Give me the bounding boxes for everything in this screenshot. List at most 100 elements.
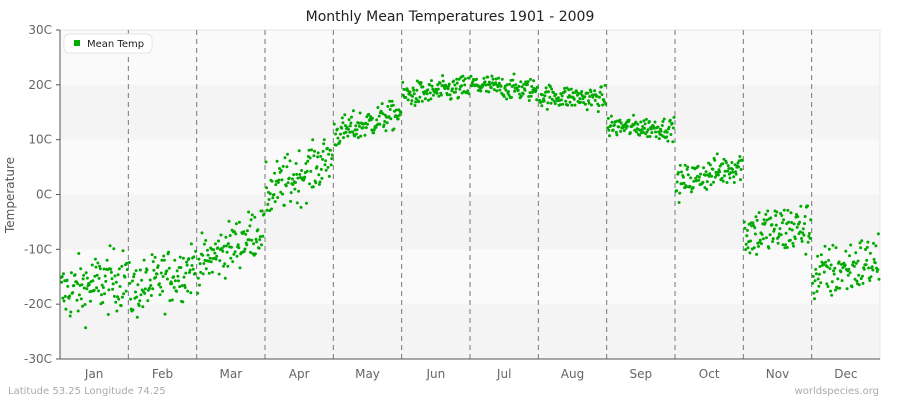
data-point <box>136 283 140 287</box>
data-point <box>107 288 111 292</box>
data-point <box>397 113 401 117</box>
data-point <box>683 163 687 167</box>
data-point <box>114 300 118 304</box>
data-point <box>80 283 84 287</box>
data-point <box>342 136 345 140</box>
data-point <box>258 238 262 242</box>
data-point <box>157 282 161 286</box>
data-point <box>161 275 165 278</box>
data-point <box>437 94 441 98</box>
data-point <box>358 124 361 128</box>
data-point <box>150 253 154 257</box>
data-point <box>234 222 238 226</box>
data-point <box>143 291 147 295</box>
x-tick-label: May <box>355 367 380 381</box>
data-point <box>303 175 307 179</box>
data-point <box>247 210 251 214</box>
data-point <box>497 76 501 80</box>
data-point <box>561 102 565 106</box>
data-point <box>505 97 509 101</box>
data-point <box>164 272 168 276</box>
data-point <box>595 94 599 98</box>
data-point <box>713 175 717 179</box>
data-point <box>111 282 115 286</box>
data-point <box>249 218 253 222</box>
data-point <box>811 274 815 278</box>
data-point <box>739 178 742 182</box>
data-point <box>604 102 608 106</box>
data-point <box>165 277 169 281</box>
data-point <box>305 201 308 205</box>
data-point <box>162 254 166 258</box>
data-point <box>268 192 272 196</box>
data-point <box>153 255 157 259</box>
data-point <box>377 114 381 118</box>
data-point <box>689 190 693 194</box>
data-point <box>309 169 313 173</box>
data-point <box>279 190 283 194</box>
data-point <box>404 96 408 99</box>
data-point <box>180 284 184 288</box>
data-point <box>535 85 539 89</box>
data-point <box>292 173 296 177</box>
data-point <box>155 272 159 276</box>
data-point <box>361 126 365 130</box>
x-tick-label: Oct <box>699 367 720 381</box>
data-point <box>134 290 137 294</box>
data-point <box>94 265 98 269</box>
data-point <box>245 243 249 247</box>
data-point <box>79 267 83 271</box>
data-point <box>109 270 113 274</box>
data-point <box>668 118 672 122</box>
y-axis-label: Temperature <box>3 157 17 234</box>
data-point <box>348 124 352 128</box>
data-point <box>529 94 533 98</box>
data-point <box>834 246 838 250</box>
data-point <box>255 240 259 244</box>
data-point <box>822 263 826 266</box>
data-point <box>140 278 144 282</box>
x-tick-label: Mar <box>220 367 243 381</box>
data-point <box>857 283 861 287</box>
data-point <box>532 79 536 83</box>
data-point <box>612 123 616 127</box>
data-point <box>411 94 414 98</box>
data-point <box>568 100 572 104</box>
data-point <box>849 243 853 247</box>
data-point <box>833 266 837 270</box>
data-point <box>385 121 389 125</box>
data-point <box>242 230 246 234</box>
data-point <box>507 93 511 97</box>
data-point <box>852 264 856 268</box>
data-point <box>792 222 796 226</box>
data-point <box>675 189 679 193</box>
data-point <box>669 133 673 136</box>
data-point <box>788 238 792 242</box>
data-point <box>859 277 863 281</box>
data-point <box>784 243 787 247</box>
data-point <box>108 244 112 248</box>
data-point <box>708 172 712 176</box>
data-point <box>691 186 695 189</box>
data-point <box>142 258 146 262</box>
data-point <box>610 120 614 124</box>
data-point <box>226 264 230 268</box>
data-point <box>270 179 274 183</box>
data-point <box>332 122 336 126</box>
data-point <box>611 128 615 132</box>
data-point <box>852 260 856 264</box>
data-point <box>272 193 276 197</box>
data-point <box>457 77 461 81</box>
data-point <box>223 262 227 266</box>
data-point <box>742 220 746 224</box>
data-point <box>323 163 327 167</box>
data-point <box>726 164 730 168</box>
data-point <box>170 298 174 302</box>
data-point <box>511 84 515 88</box>
data-point <box>91 279 95 283</box>
data-point <box>644 117 648 121</box>
data-point <box>599 85 603 89</box>
data-point <box>682 181 686 185</box>
data-point <box>185 263 189 267</box>
data-point <box>156 264 160 268</box>
